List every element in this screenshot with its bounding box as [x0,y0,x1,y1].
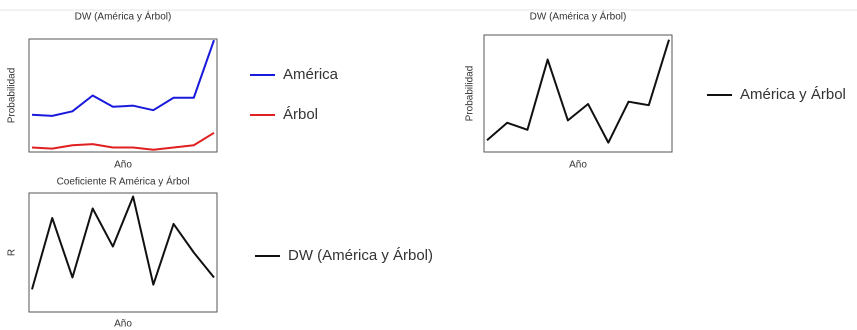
legend-label: Árbol [283,106,318,123]
y-axis-label: Probabilidad [465,66,476,122]
legend-label: América [283,66,339,83]
y-axis-label: Probabilidad [7,68,18,124]
legend-label: DW (América y Árbol) [288,247,433,264]
plot-frame [483,34,673,153]
plot-frame [28,192,218,313]
x-axis-label: Año [114,319,132,330]
series-line [486,39,670,144]
legend-label: América y Árbol [740,86,846,103]
chart-title: Coeficiente R América y Árbol [57,175,190,188]
chart-title: DW (América y Árbol) [530,10,627,23]
series-line [31,39,215,117]
series-line [31,195,215,290]
plot-frame [28,38,218,153]
x-axis-label: Año [569,160,587,171]
y-axis-label: R [7,249,18,256]
chart-title: DW (América y Árbol) [75,10,172,23]
series-line [31,131,215,151]
x-axis-label: Año [114,160,132,171]
